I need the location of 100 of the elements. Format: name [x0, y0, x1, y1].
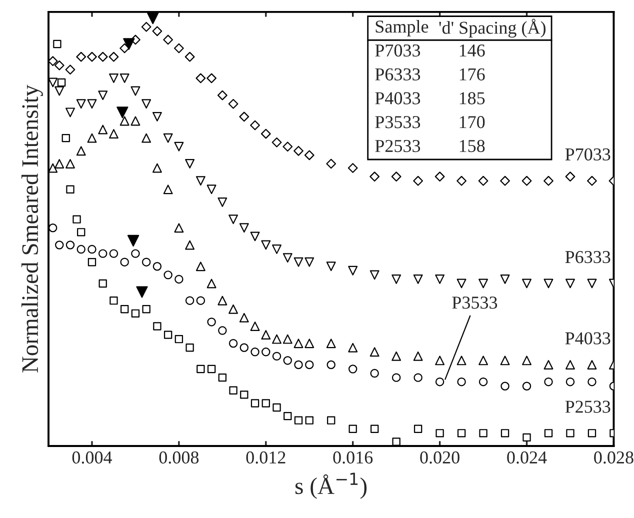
point [456, 176, 466, 186]
point [262, 348, 270, 356]
point [116, 106, 128, 118]
point [478, 356, 488, 366]
point [348, 266, 358, 276]
point [587, 360, 597, 370]
point [305, 416, 314, 424]
point [544, 176, 554, 186]
series-label: P6333 [565, 251, 610, 264]
point [413, 176, 424, 186]
point [120, 73, 130, 83]
point [436, 429, 444, 438]
point [435, 356, 445, 366]
point [294, 257, 304, 267]
point [250, 348, 260, 356]
series-label: P7033 [565, 148, 610, 161]
point [272, 137, 282, 148]
point [108, 52, 119, 62]
point [282, 142, 293, 152]
point [544, 377, 553, 386]
point [413, 351, 423, 361]
point [260, 128, 271, 139]
point [152, 26, 162, 36]
point [414, 373, 422, 382]
point [163, 184, 173, 194]
point [48, 78, 58, 88]
point [228, 339, 238, 348]
point [218, 198, 228, 207]
point [88, 258, 96, 266]
point [153, 322, 162, 330]
point [435, 377, 444, 386]
point [185, 240, 195, 250]
point [522, 176, 532, 186]
annotation: 170 [460, 116, 485, 128]
point [53, 40, 62, 48]
point [66, 159, 75, 168]
point [370, 172, 380, 182]
point [272, 352, 282, 361]
point [131, 249, 140, 258]
point [98, 249, 108, 258]
point [391, 172, 402, 182]
point [587, 176, 597, 186]
point [500, 176, 510, 186]
x-tick-label: 0.004 [72, 451, 112, 464]
point [457, 377, 466, 386]
point [164, 270, 172, 280]
point [185, 296, 194, 305]
point [152, 163, 162, 173]
point [522, 433, 531, 442]
x-tick-label: 0.024 [507, 451, 547, 464]
point [98, 279, 107, 288]
annotation: P4033 [375, 92, 420, 104]
point [229, 386, 238, 394]
point [544, 429, 553, 438]
point [196, 73, 206, 84]
point [326, 158, 336, 169]
point [163, 34, 174, 45]
point [48, 224, 58, 232]
annotation: Sample [376, 20, 428, 36]
annotation: P6333 [375, 68, 420, 80]
y-axis-title: Normalized Smeared Intensity [21, 84, 43, 373]
point [163, 133, 173, 143]
annotation: P3533 [452, 296, 498, 309]
point [282, 334, 292, 344]
point [164, 330, 172, 339]
x-axis-title: s (Å$^{−1}$) [295, 472, 367, 499]
point [261, 330, 271, 340]
point [57, 78, 66, 87]
point [294, 360, 303, 370]
point [174, 223, 184, 233]
point [66, 185, 74, 194]
point [272, 334, 282, 344]
point [174, 274, 184, 284]
point [87, 99, 97, 109]
x-tick-label: 0.016 [333, 451, 373, 464]
point [65, 64, 76, 75]
point [566, 429, 574, 438]
point [250, 322, 260, 331]
point [76, 52, 86, 62]
point [66, 240, 75, 250]
annotation: P2533 [375, 140, 420, 152]
point [120, 305, 129, 314]
point [174, 142, 184, 152]
series-label: P4033 [565, 332, 610, 344]
point [239, 223, 249, 233]
point [348, 364, 358, 374]
point [218, 326, 227, 335]
point [196, 176, 206, 186]
x-tick-label: 0.012 [246, 451, 286, 464]
point [434, 172, 445, 182]
point [282, 253, 292, 263]
annotation: 176 [460, 68, 485, 80]
x-tick-label: 0.028 [594, 451, 634, 464]
point [54, 86, 64, 96]
point [77, 228, 86, 236]
point [284, 412, 292, 420]
series-label: P2533 [565, 400, 610, 413]
point [142, 258, 151, 266]
point [478, 377, 488, 386]
point [456, 356, 466, 366]
